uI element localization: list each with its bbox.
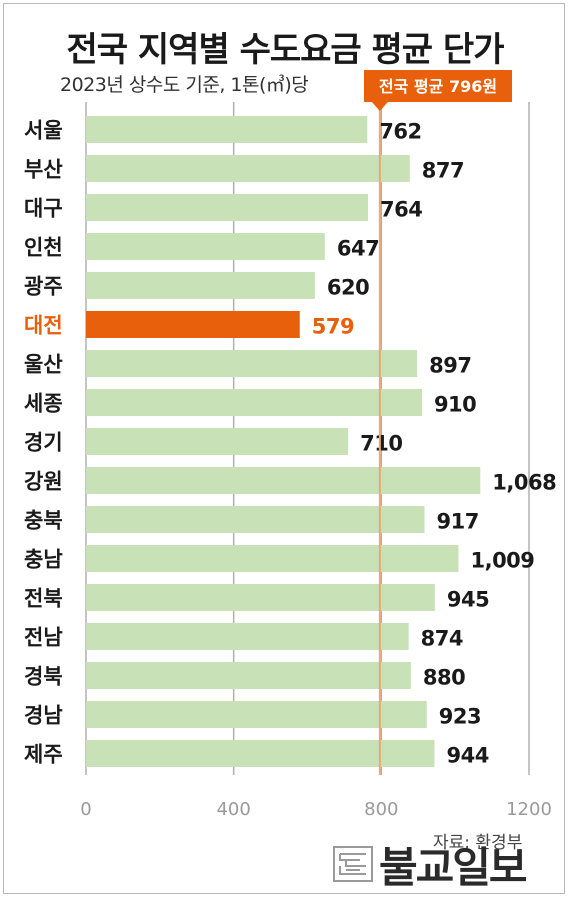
category-label: 제주 xyxy=(24,743,63,767)
data-label: 917 xyxy=(437,510,479,534)
category-label: 대구 xyxy=(24,197,63,221)
data-label: 579 xyxy=(312,315,354,339)
data-label: 647 xyxy=(337,237,379,261)
logo-mark-icon xyxy=(333,846,373,882)
bar xyxy=(86,506,425,533)
category-label: 경남 xyxy=(24,704,63,728)
category-label: 대전 xyxy=(24,314,63,338)
category-label: 전북 xyxy=(24,587,63,611)
bar xyxy=(86,428,349,455)
category-label: 부산 xyxy=(24,158,63,182)
data-label: 764 xyxy=(380,198,422,222)
logo-text: 불교일보 xyxy=(379,842,528,892)
chart-subtitle: 2023년 상수도 기준, 1톤(㎥)당 xyxy=(60,74,309,96)
bar xyxy=(86,467,481,494)
average-callout-pointer xyxy=(371,102,388,111)
category-label: 충남 xyxy=(24,548,63,572)
data-label: 710 xyxy=(360,432,402,456)
chart-frame xyxy=(3,3,565,894)
data-label: 880 xyxy=(423,666,465,690)
bar xyxy=(86,623,409,650)
bar xyxy=(86,194,369,221)
x-tick-label: 1200 xyxy=(506,799,552,820)
data-label: 1,068 xyxy=(492,471,556,495)
x-tick-label: 0 xyxy=(80,799,91,820)
bar xyxy=(86,350,418,377)
source-note: 자료: 환경부 xyxy=(433,833,523,853)
data-label: 945 xyxy=(447,588,489,612)
data-label: 877 xyxy=(422,159,464,183)
bar xyxy=(86,272,315,299)
category-label: 충북 xyxy=(24,509,63,533)
bar xyxy=(86,311,300,338)
category-label: 서울 xyxy=(24,119,63,143)
data-label: 897 xyxy=(429,354,471,378)
data-label: 874 xyxy=(421,627,463,651)
data-label: 910 xyxy=(434,393,476,417)
newspaper-logo: 불교일보 xyxy=(333,840,528,892)
chart-title: 전국 지역별 수도요금 평균 단가 xyxy=(66,30,505,70)
category-label: 인천 xyxy=(24,236,63,260)
category-label: 강원 xyxy=(24,470,63,494)
x-tick-label: 400 xyxy=(216,799,250,820)
data-label: 620 xyxy=(327,276,369,300)
x-tick-label: 800 xyxy=(364,799,398,820)
category-label: 경북 xyxy=(24,665,63,689)
average-label: 전국 평균 796원 xyxy=(379,77,497,96)
category-label: 울산 xyxy=(24,353,63,377)
bar xyxy=(86,233,325,260)
category-label: 경기 xyxy=(24,431,63,455)
bar xyxy=(86,584,435,611)
category-label: 전남 xyxy=(24,626,63,650)
bar xyxy=(86,116,368,143)
bar xyxy=(86,155,410,182)
category-label: 세종 xyxy=(24,392,63,416)
bar xyxy=(86,662,411,689)
average-callout-box xyxy=(364,70,512,102)
bar xyxy=(86,740,435,767)
data-label: 944 xyxy=(446,744,488,768)
bar xyxy=(86,701,427,728)
bar xyxy=(86,389,422,416)
data-label: 923 xyxy=(439,705,481,729)
category-label: 광주 xyxy=(24,275,63,299)
data-label: 762 xyxy=(379,120,421,144)
data-label: 1,009 xyxy=(470,549,534,573)
bar xyxy=(86,545,459,572)
